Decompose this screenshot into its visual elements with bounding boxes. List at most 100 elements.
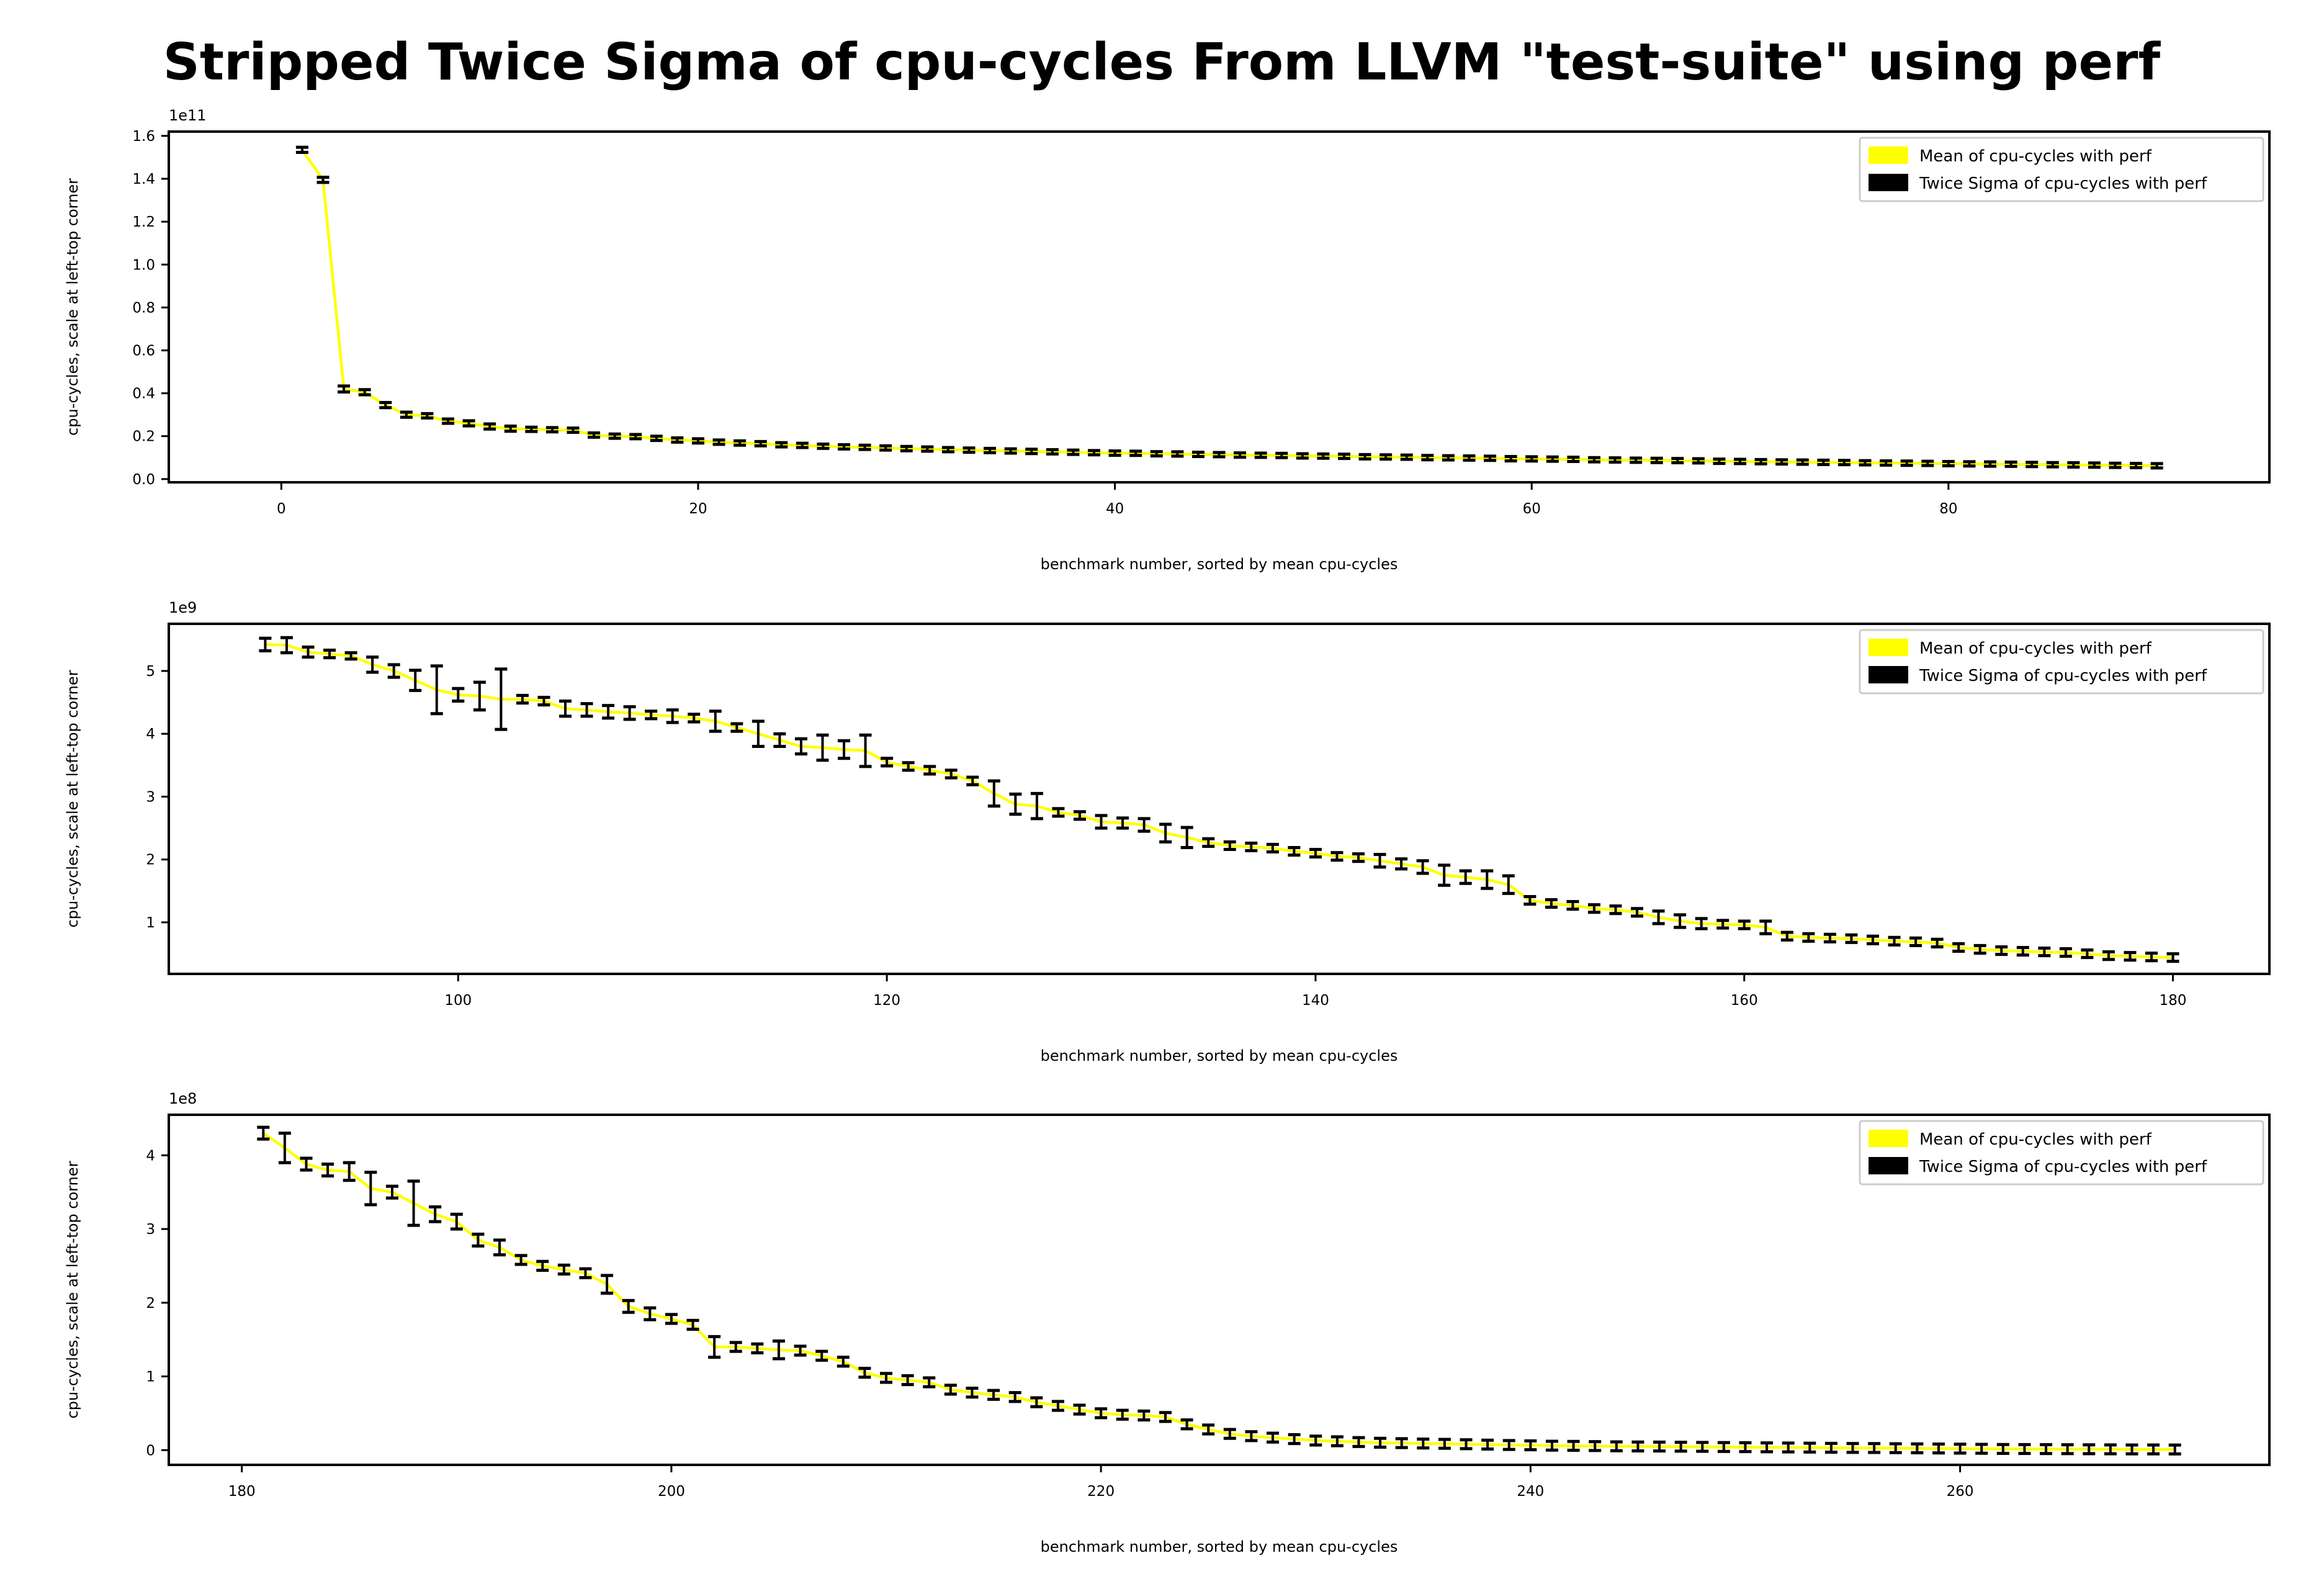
error-bar-point (1759, 919, 1772, 935)
error-bar-point (1846, 1442, 1859, 1454)
error-bar-point (1545, 898, 1558, 909)
error-bar-point (1866, 934, 1879, 945)
error-bar-point (1373, 853, 1386, 869)
error-bar-point (536, 1259, 549, 1272)
error-bar-point (608, 432, 621, 440)
error-bar-point (1438, 863, 1451, 887)
legend-frame (1859, 137, 2264, 202)
x-tick-label: 220 (1087, 1483, 1115, 1500)
error-bar-point (966, 1387, 979, 1399)
error-bar-point (1234, 451, 1247, 459)
error-bar-point (295, 145, 308, 155)
error-bar-point (1317, 452, 1330, 460)
error-bar-point (344, 651, 357, 661)
error-bar-point (1073, 810, 1086, 821)
error-bar-point (1824, 1441, 1837, 1454)
error-bar-point (1009, 792, 1022, 816)
y-tick-label: 0.8 (132, 300, 155, 316)
error-bar-point (1754, 457, 1767, 466)
error-bar-point (1202, 1423, 1215, 1436)
error-bar-point (1631, 1440, 1644, 1452)
error-bar-point (366, 655, 379, 674)
error-bar-point (2109, 461, 2122, 469)
error-bar-point (2067, 461, 2080, 469)
error-bar-point (525, 425, 538, 433)
error-bar-point (2150, 462, 2163, 470)
error-bar-point (1952, 942, 1965, 953)
error-bar-point (944, 768, 958, 780)
error-bar-point (921, 445, 934, 453)
y-tick-label: 1.0 (132, 257, 155, 273)
error-bar-point (815, 1349, 828, 1362)
error-bar-point (1802, 932, 1815, 943)
y-tick-label: 3 (146, 1222, 155, 1238)
error-bar-point (881, 757, 894, 768)
error-bar-point (1652, 909, 1665, 925)
y-tick-label: 4 (146, 726, 155, 742)
error-bar-point (1900, 459, 1913, 467)
error-bar-point (338, 384, 351, 394)
error-bar-point (1352, 852, 1365, 863)
error-bar-point (1817, 458, 1830, 466)
series-line-mean (265, 643, 2173, 959)
error-bar-point (2124, 951, 2137, 962)
error-bar-point (1610, 1440, 1623, 1452)
error-bar-point (1288, 845, 1301, 857)
error-bar-point (387, 663, 400, 679)
error-bar-point (688, 713, 701, 724)
error-bar-point (1245, 1430, 1258, 1443)
legend-label-mean: Mean of cpu-cycles with perf (1919, 1130, 2152, 1149)
error-bar-point (2046, 461, 2059, 469)
error-bar-point (450, 1212, 463, 1231)
error-bar-point (278, 1132, 291, 1164)
error-bar-point (1416, 859, 1429, 875)
error-bar-point (1046, 448, 1059, 456)
axis-scale-label: 1e9 (169, 599, 197, 616)
error-bar-point (514, 1254, 527, 1266)
x-tick-label: 120 (873, 993, 900, 1009)
error-bar-point (1889, 1442, 1902, 1454)
error-bar-point (1442, 454, 1455, 462)
error-bar-point (441, 417, 454, 425)
error-bar-point (2130, 462, 2143, 470)
error-bar-point (1859, 459, 1872, 467)
error-bar-point (729, 1341, 742, 1353)
error-bar-point (495, 667, 508, 731)
error-bar-point (1213, 451, 1226, 459)
y-tick-label: 1.2 (132, 214, 155, 230)
error-bar-point (708, 1335, 721, 1359)
error-bar-point (462, 419, 475, 428)
error-bar-point (1739, 1441, 1752, 1454)
error-bar-point (1803, 1441, 1816, 1454)
error-bar-point (644, 1306, 657, 1321)
error-bar-point (364, 1171, 377, 1207)
error-bar-point (837, 1356, 850, 1368)
error-bar-point (1095, 1407, 1108, 1420)
x-tick-label: 40 (1106, 501, 1124, 517)
y-tick-label: 0 (146, 1443, 155, 1459)
error-bar-point (1159, 1411, 1172, 1423)
error-bar-point (1067, 448, 1080, 456)
legend-frame (1859, 629, 2264, 695)
error-bar-point (1738, 919, 1751, 930)
error-bar-point (1921, 459, 1934, 467)
error-bar-point (1330, 1435, 1344, 1447)
error-bar-point (796, 441, 809, 449)
error-bar-point (734, 439, 747, 447)
error-bar-point (751, 719, 765, 748)
error-bar-point (1191, 451, 1205, 459)
error-bar-point (1909, 936, 1922, 947)
error-bar-point (817, 442, 830, 450)
y-axis-label: cpu-cycles, scale at left-top corner (64, 670, 81, 927)
y-tick-label: 4 (146, 1148, 155, 1164)
error-bar-point (1008, 1391, 1021, 1403)
error-bar-point (2004, 461, 2017, 468)
error-bar-point (665, 1313, 678, 1325)
error-bar-point (1609, 904, 1622, 916)
error-bar-point (343, 1161, 356, 1182)
error-bar-point (2145, 952, 2158, 963)
legend-swatch-sigma (1869, 666, 1908, 683)
error-bar-point (1337, 452, 1350, 461)
error-bar-point (1150, 450, 1163, 457)
error-bar-point (879, 444, 892, 452)
